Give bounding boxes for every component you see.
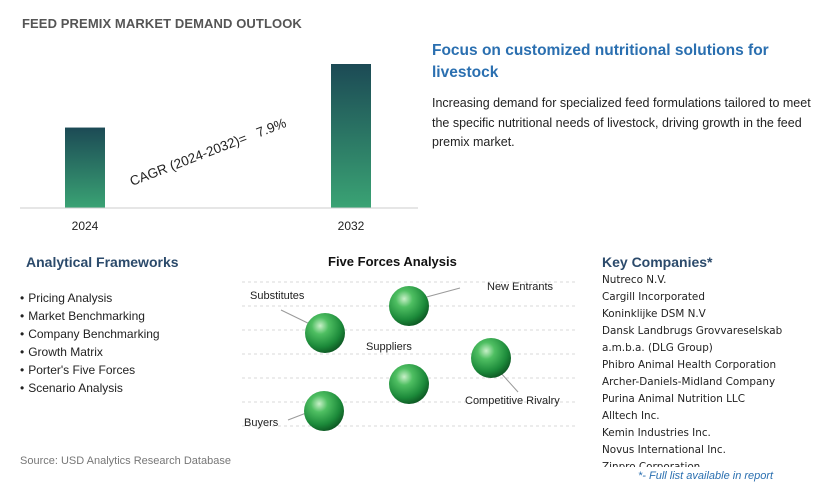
force-label-buyers: Buyers [244, 417, 279, 429]
list-item: Dansk Landbrugs Grovvareselskab [602, 325, 783, 337]
list-item: Zinpro Corporation [602, 461, 701, 467]
companies-list-box: Nutreco N.V. Cargill Incorporated Konink… [602, 272, 832, 467]
focus-title: Focus on customized nutritional solution… [432, 42, 769, 81]
sphere-competitive-rivalry [471, 338, 511, 378]
force-label-substitutes: Substitutes [250, 290, 305, 302]
list-item: Pricing Analysis [20, 289, 160, 307]
companies-heading: Key Companies* [602, 254, 713, 270]
full-list-note: *- Full list available in report [638, 470, 774, 482]
list-item: Company Benchmarking [20, 325, 159, 343]
list-item: Nutreco N.V. [602, 274, 667, 286]
bar-2032 [331, 64, 371, 208]
companies-list: Nutreco N.V. Cargill Incorporated Konink… [602, 272, 832, 467]
list-item: Archer-Daniels-Midland Company [602, 376, 776, 388]
source-note: Source: USD Analytics Research Database [20, 455, 231, 467]
list-item: Growth Matrix [20, 343, 160, 361]
cagr-annotation: CAGR (2024-2032)= 7.9% [128, 115, 289, 189]
list-item: Phibro Animal Health Corporation [602, 359, 777, 371]
focus-description: Increasing demand for specialized feed f… [432, 96, 811, 149]
five-forces-heading: Five Forces Analysis [328, 254, 457, 269]
frameworks-heading: Analytical Frameworks [26, 254, 179, 270]
sphere-substitutes [305, 313, 345, 353]
force-label-competitive-rivalry: Competitive Rivalry [465, 395, 560, 407]
x-tick-label: 2024 [72, 219, 99, 233]
sphere-new-entrants [389, 286, 429, 326]
page-title: FEED PREMIX MARKET DEMAND OUTLOOK [22, 16, 302, 31]
list-item: Purina Animal Nutrition LLC [602, 393, 745, 405]
list-item: Scenario Analysis [20, 379, 160, 397]
list-item: Porter's Five Forces [20, 361, 160, 379]
force-label-suppliers: Suppliers [366, 341, 412, 353]
list-item: a.m.b.a. (DLG Group) [602, 342, 713, 354]
list-item: Novus International Inc. [602, 444, 726, 456]
sphere-buyers [304, 391, 344, 431]
bar-2024 [65, 127, 105, 208]
sphere-suppliers [389, 364, 429, 404]
five-forces-diagram [242, 281, 578, 431]
list-item: Koninklijke DSM N.V [602, 308, 706, 320]
list-item: Market Benchmarking [20, 307, 160, 325]
frameworks-list: Pricing Analysis Market Benchmarking Com… [20, 289, 160, 397]
list-item: Alltech Inc. [602, 410, 660, 422]
x-tick-label: 2032 [338, 219, 365, 233]
list-item: Cargill Incorporated [602, 291, 705, 303]
list-item: Kemin Industries Inc. [602, 427, 711, 439]
force-label-new-entrants: New Entrants [487, 281, 554, 293]
